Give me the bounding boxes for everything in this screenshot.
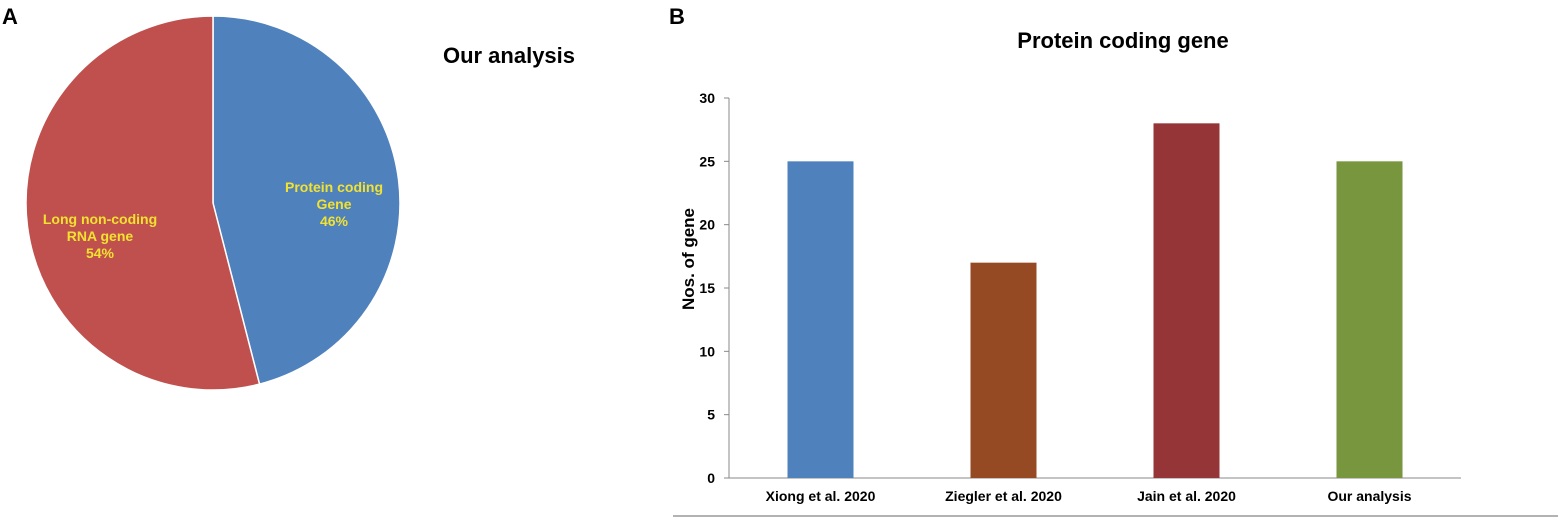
y-tick-label: 25 [699,153,715,169]
pie-label-line: RNA gene [67,228,134,244]
pie-title: Our analysis [443,43,575,68]
y-tick-label: 30 [699,90,715,106]
bar-0 [787,161,854,479]
pie-label-line: Gene [316,196,351,212]
bar-1 [970,262,1037,478]
x-category-label: Jain et al. 2020 [1137,488,1236,504]
y-tick-label: 20 [699,217,715,233]
panel-label-a: A [2,4,18,29]
bar-2 [1153,123,1220,478]
x-category-label: Our analysis [1327,488,1411,504]
bar-chart: 0 5 10 15 20 25 30 Xiong et al. 2020 Ziegler et… [699,90,1461,504]
y-tick-label: 10 [699,343,715,359]
pie-label-long-non-coding: Long non-coding RNA gene 54% [43,211,157,261]
bar-3 [1336,161,1403,479]
pie-label-line: Protein coding [285,179,383,195]
pie-chart: Protein coding Gene 46% Long non-coding RNA… [25,15,401,391]
pie-label-line: 46% [320,213,349,229]
pie-label-protein-coding: Protein coding Gene 46% [285,179,383,229]
pie-label-line: 54% [86,245,115,261]
pie-slice-protein-coding [212,15,401,386]
y-tick-label: 0 [707,470,715,486]
panel-label-b: B [669,4,685,29]
bar-title: Protein coding gene [1017,28,1228,53]
y-axis-label: Nos. of gene [679,208,698,310]
x-category-label: Ziegler et al. 2020 [945,488,1062,504]
y-tick-label: 5 [707,407,715,423]
pie-slice-long-non-coding [25,15,261,391]
y-tick-label: 15 [699,280,715,296]
pie-label-line: Long non-coding [43,211,157,227]
x-category-label: Xiong et al. 2020 [766,488,876,504]
